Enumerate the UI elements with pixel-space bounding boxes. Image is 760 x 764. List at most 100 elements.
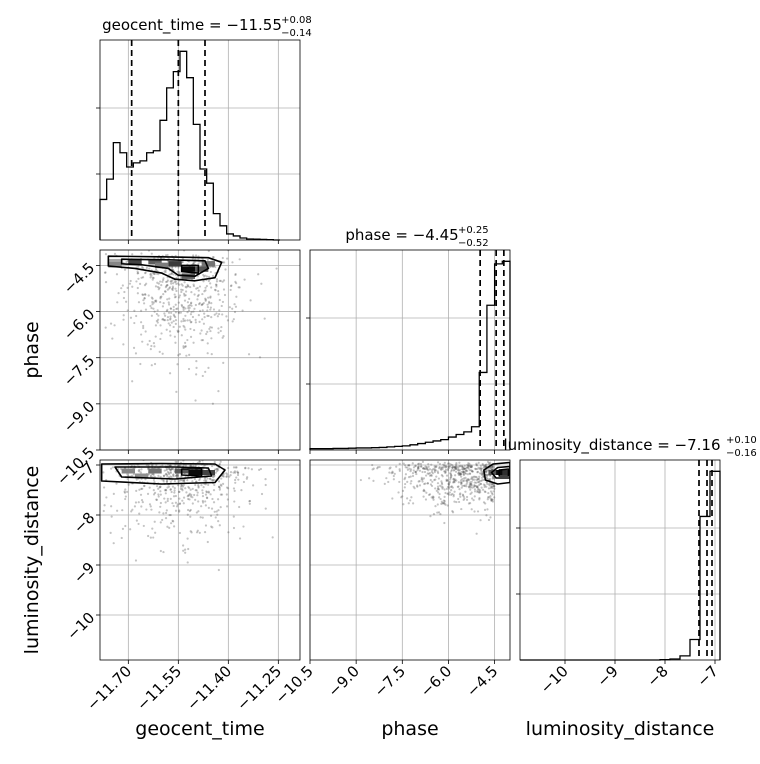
scatter-point bbox=[237, 471, 240, 474]
scatter-point bbox=[480, 467, 483, 470]
scatter-point bbox=[407, 502, 410, 505]
scatter-point bbox=[458, 471, 461, 474]
scatter-point bbox=[126, 490, 129, 493]
scatter-point bbox=[475, 532, 478, 535]
scatter-point bbox=[94, 465, 96, 467]
scatter-point bbox=[453, 468, 456, 471]
scatter-point bbox=[175, 474, 178, 477]
scatter-point bbox=[376, 467, 379, 470]
scatter-point bbox=[142, 524, 145, 528]
scatter-point bbox=[232, 515, 235, 518]
scatter-point bbox=[264, 483, 267, 487]
scatter-point bbox=[188, 304, 191, 307]
scatter-point bbox=[407, 464, 411, 467]
scatter-point bbox=[173, 525, 176, 528]
scatter-point bbox=[102, 471, 105, 474]
scatter-point bbox=[223, 261, 226, 264]
scatter-point bbox=[170, 266, 174, 269]
scatter-point bbox=[168, 468, 172, 471]
scatter-point bbox=[486, 477, 489, 480]
scatter-point bbox=[149, 304, 152, 308]
scatter-point bbox=[465, 483, 468, 486]
scatter-point bbox=[479, 466, 482, 470]
scatter-point bbox=[245, 246, 247, 248]
scatter-point bbox=[184, 314, 187, 317]
scatter-point bbox=[132, 473, 136, 476]
scatter-point bbox=[194, 489, 197, 492]
scatter-point bbox=[414, 471, 417, 474]
scatter-point bbox=[200, 329, 203, 332]
scatter-point bbox=[411, 462, 414, 465]
scatter-point bbox=[455, 479, 458, 482]
scatter-point bbox=[459, 473, 462, 476]
scatter-point bbox=[176, 307, 179, 310]
scatter-point bbox=[209, 514, 213, 517]
scatter-point bbox=[186, 495, 189, 498]
scatter-point bbox=[436, 503, 439, 506]
scatter-point bbox=[491, 465, 495, 468]
scatter-point bbox=[212, 501, 216, 504]
scatter-point bbox=[428, 493, 432, 496]
scatter-point bbox=[189, 327, 192, 331]
scatter-point bbox=[137, 265, 140, 268]
scatter-point bbox=[188, 509, 191, 513]
scatter-point bbox=[179, 276, 182, 280]
scatter-point bbox=[109, 322, 113, 325]
scatter-point bbox=[199, 516, 202, 519]
scatter-point bbox=[155, 269, 158, 272]
scatter-point bbox=[225, 315, 228, 318]
scatter-point bbox=[181, 489, 184, 492]
scatter-point bbox=[208, 327, 211, 331]
scatter-point bbox=[135, 314, 138, 318]
scatter-point bbox=[220, 493, 224, 496]
scatter-point bbox=[178, 502, 181, 506]
scatter-point bbox=[162, 318, 165, 321]
scatter-point bbox=[181, 487, 184, 491]
scatter-point bbox=[455, 462, 458, 465]
scatter-point bbox=[452, 480, 456, 483]
scatter-point bbox=[189, 530, 192, 533]
scatter-point bbox=[457, 472, 460, 475]
scatter-point bbox=[172, 282, 175, 285]
scatter-point bbox=[191, 480, 194, 483]
scatter-point bbox=[205, 480, 208, 483]
scatter-point bbox=[201, 516, 204, 519]
scatter-point bbox=[162, 480, 165, 483]
x-tick-label: −10 bbox=[537, 662, 572, 697]
scatter-point bbox=[152, 478, 156, 481]
scatter-point bbox=[474, 475, 477, 479]
x-tick-label: −8 bbox=[643, 662, 671, 690]
scatter-point bbox=[179, 244, 181, 246]
scatter-point bbox=[489, 477, 492, 481]
scatter-point bbox=[130, 510, 133, 513]
scatter-point bbox=[168, 372, 172, 375]
scatter-point bbox=[468, 485, 471, 488]
scatter-point bbox=[438, 465, 441, 469]
scatter-point bbox=[383, 482, 386, 485]
scatter-point bbox=[221, 256, 224, 260]
scatter-point bbox=[174, 295, 177, 298]
scatter-point bbox=[245, 477, 248, 480]
scatter-point bbox=[476, 485, 479, 489]
scatter-point bbox=[451, 492, 454, 496]
scatter-point bbox=[225, 472, 228, 475]
scatter-point bbox=[189, 302, 193, 305]
scatter-point bbox=[176, 474, 179, 477]
scatter-point bbox=[435, 465, 438, 469]
scatter-point bbox=[450, 468, 453, 472]
scatter-point bbox=[450, 485, 453, 489]
scatter-point bbox=[470, 476, 473, 479]
scatter-point bbox=[469, 502, 472, 505]
scatter-point bbox=[188, 492, 191, 495]
scatter-point bbox=[461, 465, 464, 469]
scatter-point bbox=[437, 491, 440, 494]
scatter-point bbox=[204, 370, 207, 373]
scatter-point bbox=[204, 504, 207, 507]
scatter-point bbox=[138, 470, 141, 473]
scatter-point bbox=[467, 478, 470, 482]
scatter-point bbox=[178, 502, 182, 505]
scatter-point bbox=[477, 477, 481, 480]
scatter-point bbox=[204, 478, 207, 481]
scatter-point bbox=[194, 399, 197, 402]
scatter-point bbox=[469, 465, 472, 468]
